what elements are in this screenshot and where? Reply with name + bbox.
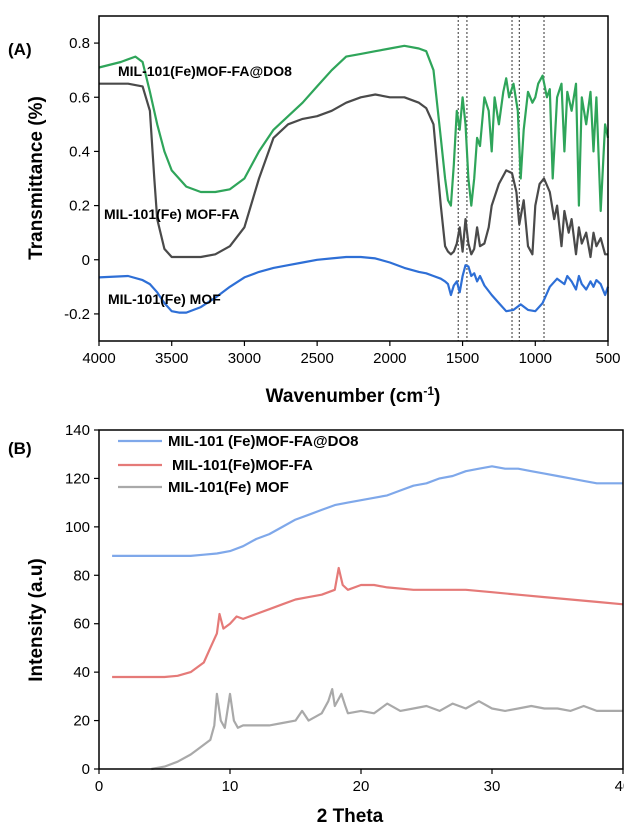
a-series-1 [99,82,608,259]
b-x-tick-label-4: 40 [615,778,624,795]
b-y-tick-label-2: 40 [73,664,90,681]
b-y-tick-label-6: 120 [65,470,90,487]
b-x-ticks: 0 10 20 30 40 [95,769,624,795]
a-y-tick-label-0: -0.2 [64,306,90,323]
b-y-axis-label: Intensity (a.u) [26,558,47,682]
a-x-ticks: 4000 3500 3000 2500 2000 1500 1000 500 [82,341,621,367]
b-curves [112,465,624,771]
a-x-tick-label-3: 2500 [300,350,333,367]
a-x-tick-label-1: 3500 [155,350,188,367]
a-y-axis-label: Transmittance (%) [26,96,47,260]
b-x-tick-label-1: 10 [222,778,239,795]
a-series-2 [98,255,610,314]
b-series-2 [151,688,623,771]
legend-label-fa-do8: MIL-101 (Fe)MOF-FA@DO8 [168,433,358,450]
b-y-tick-label-5: 100 [65,519,90,536]
b-y-tick-label-3: 60 [73,616,90,633]
a-label-fa-do8: MIL-101(Fe)MOF-FA@DO8 [118,63,292,79]
b-series-1 [112,566,624,679]
a-x-tick-label-4: 2000 [373,350,406,367]
b-y-tick-label-7: 140 [65,422,90,439]
a-curves [98,44,610,314]
legend-label-fa: MIL-101(Fe)MOF-FA [172,457,313,474]
b-x-tick-label-2: 20 [353,778,370,795]
a-x-tick-label-0: 4000 [82,350,115,367]
a-y-tick-label-5: 0.8 [69,35,90,52]
a-y-tick-label-3: 0.4 [69,143,90,160]
b-y-tick-label-4: 80 [73,567,90,584]
b-y-tick-label-1: 20 [73,713,90,730]
b-y-tick-label-0: 0 [82,761,90,778]
a-y-ticks: -0.2 0 0.2 0.4 0.6 0.8 [64,35,99,323]
a-y-tick-label-4: 0.6 [69,89,90,106]
a-label-mof: MIL-101(Fe) MOF [108,291,221,307]
b-legend: MIL-101 (Fe)MOF-FA@DO8 MIL-101(Fe)MOF-FA… [118,433,358,496]
b-y-ticks: 0 20 40 60 80 100 120 140 [65,422,99,778]
panel-a-label: (A) [8,40,32,59]
a-x-tick-label-2: 3000 [228,350,261,367]
b-x-axis-label: 2 Theta [317,806,384,827]
legend-label-mof: MIL-101(Fe) MOF [168,479,289,496]
a-plot-frame [98,15,609,342]
b-x-tick-label-3: 30 [484,778,501,795]
b-series-0 [112,465,623,557]
a-series-0 [98,44,610,213]
panel-a: (A) 4000 3500 3000 2500 2000 1500 1000 500 -0.2… [8,15,621,407]
panel-b-label: (B) [8,439,32,458]
a-x-tick-label-5: 1500 [446,350,479,367]
a-x-tick-label-7: 500 [595,350,620,367]
a-x-axis-label: Wavenumber (cm-1) [266,384,441,407]
panel-b: (B) 0 10 20 30 40 0 20 40 60 80 100 120 140 2 Theta… [8,422,624,827]
a-y-tick-label-1: 0 [82,252,90,269]
b-x-tick-label-0: 0 [95,778,103,795]
a-x-tick-label-6: 1000 [519,350,552,367]
a-y-tick-label-2: 0.2 [69,198,90,215]
a-label-fa: MIL-101(Fe) MOF-FA [104,206,239,222]
